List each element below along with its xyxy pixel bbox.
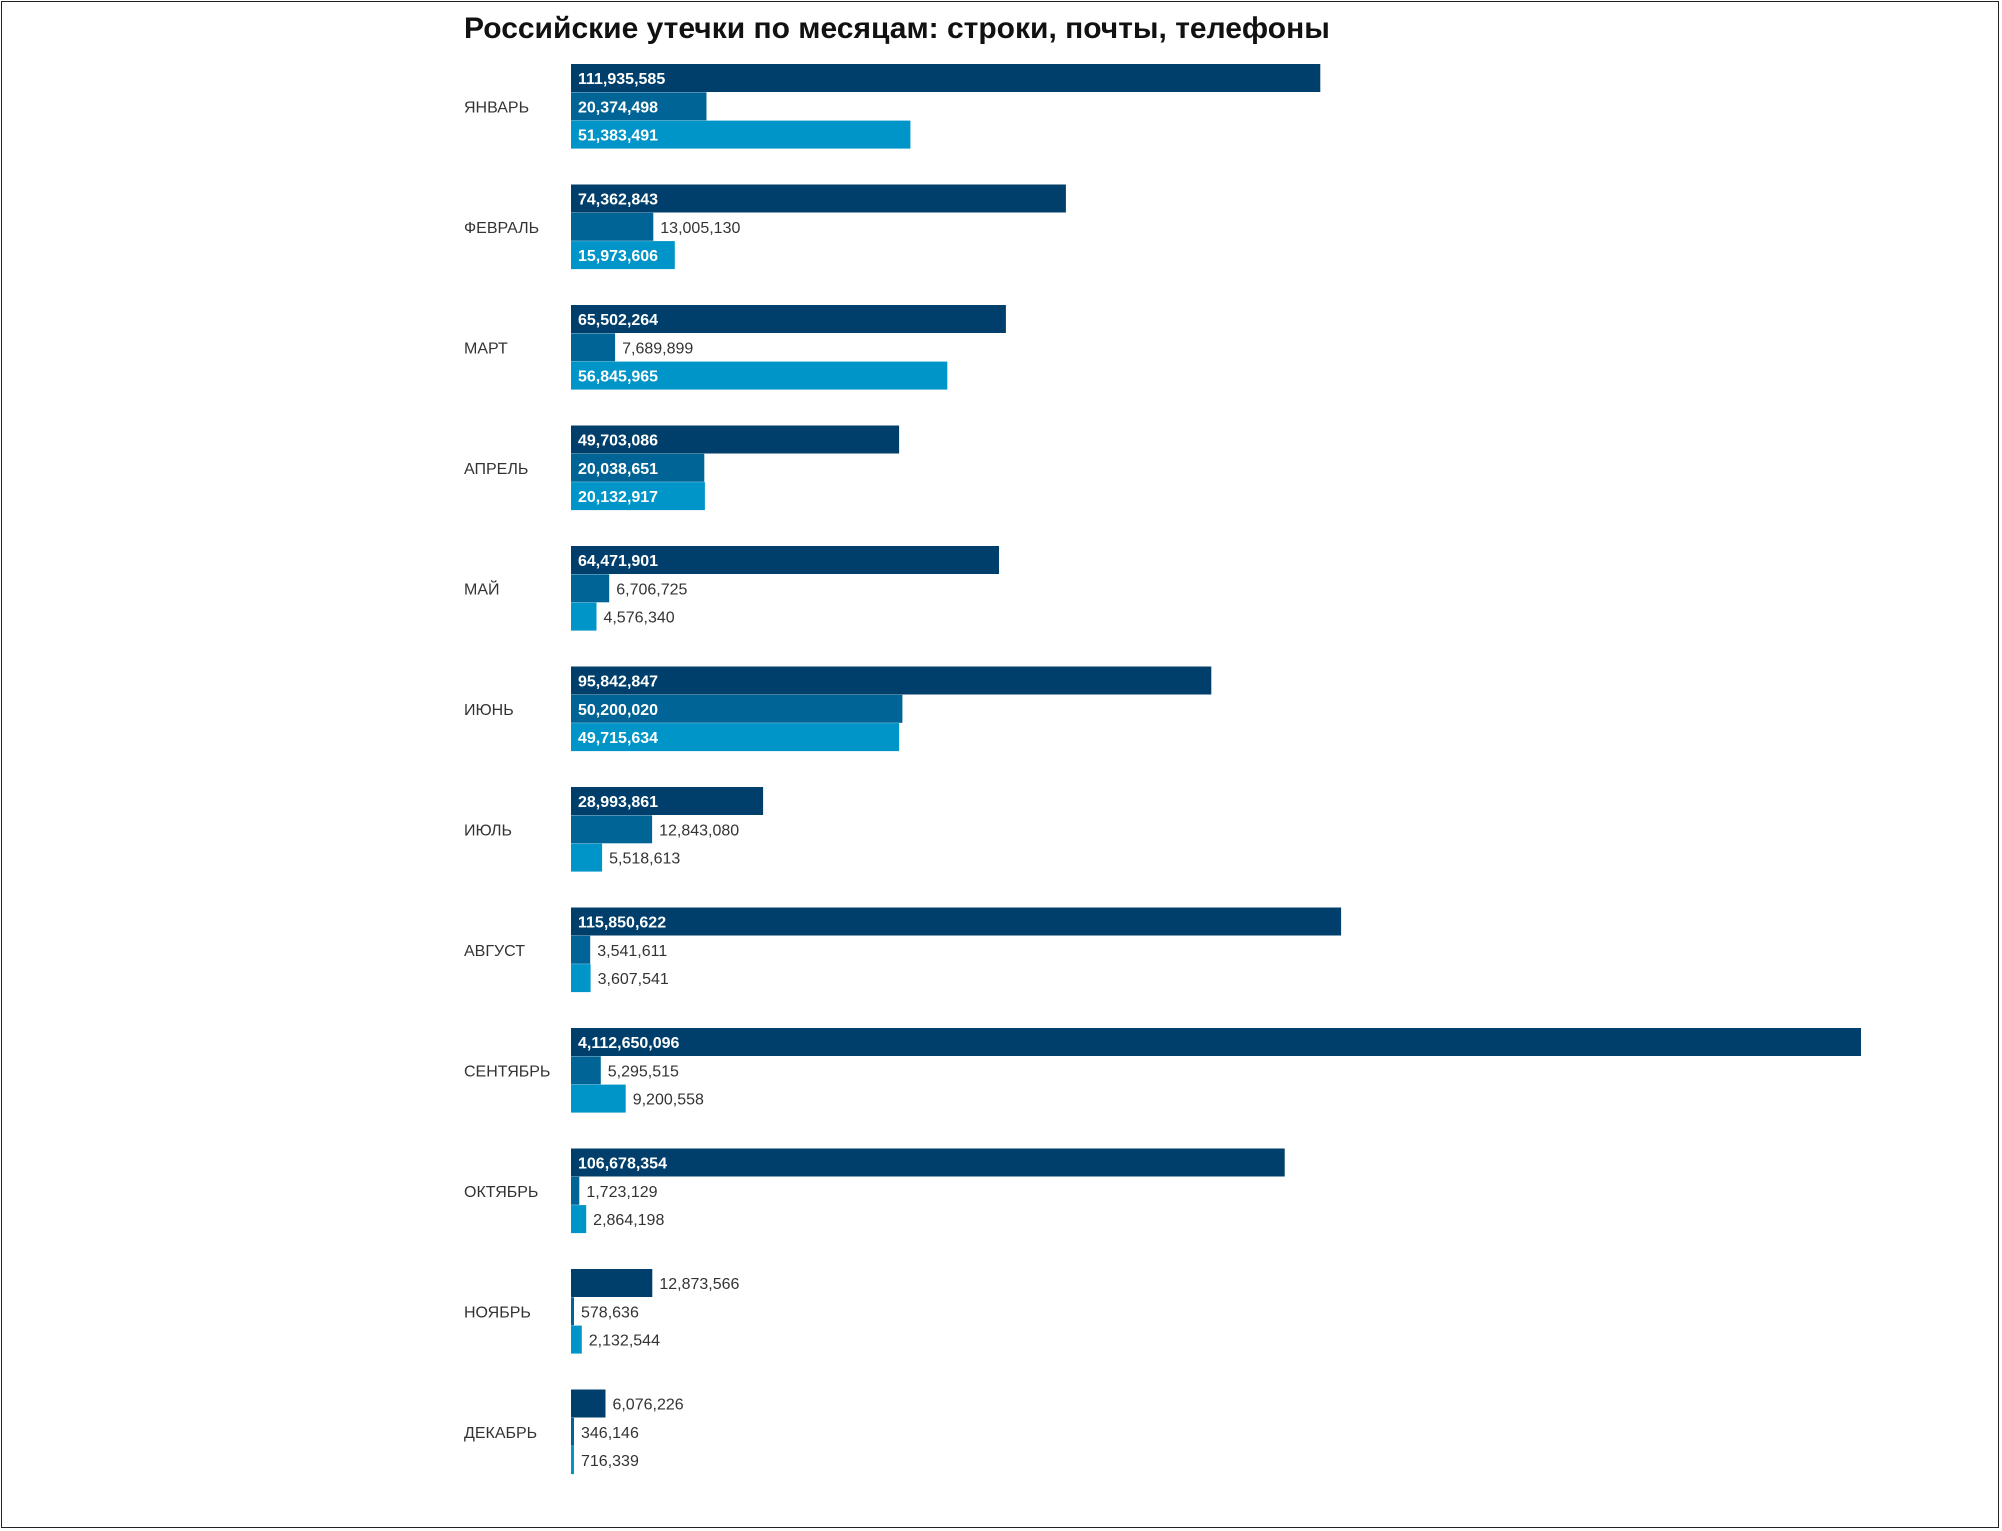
data-label: 3,607,541 [598, 971, 669, 988]
data-label: 20,132,917 [578, 489, 658, 506]
series-rows-bar [571, 1389, 606, 1418]
data-label: 64,471,901 [578, 553, 658, 570]
series-emails-bar [571, 1056, 601, 1085]
month-label: СЕНТЯБРЬ [464, 1063, 550, 1080]
series-phones-bar [571, 1325, 582, 1354]
series-emails-bar [571, 935, 591, 964]
data-label: 7,689,899 [622, 340, 693, 357]
month-group: ОКТЯБРЬ 106,678,354 1,723,129 2,864,198 [464, 1148, 1285, 1234]
data-label: 106,678,354 [578, 1156, 667, 1173]
series-rows-bar [571, 184, 1066, 213]
month-label: ФЕВРАЛЬ [464, 220, 539, 237]
data-label: 3,541,611 [597, 943, 667, 960]
series-phones-bar [571, 120, 911, 149]
data-label: 578,636 [581, 1304, 639, 1321]
series-emails-bar [571, 92, 707, 121]
series-emails-bar [571, 815, 653, 844]
month-label: ИЮЛЬ [464, 822, 512, 839]
data-label: 716,339 [581, 1453, 639, 1470]
month-group: АПРЕЛЬ 49,703,086 20,038,651 20,132,917 [464, 425, 900, 511]
series-phones-bar [571, 843, 603, 872]
series-emails-bar [571, 1176, 580, 1205]
series-phones-bar [571, 1205, 587, 1234]
series-phones-bar [571, 602, 597, 631]
data-label: 49,715,634 [578, 730, 658, 747]
series-emails-bar [571, 1297, 574, 1326]
month-label: ИЮНЬ [464, 702, 514, 719]
data-label: 9,200,558 [633, 1092, 704, 1109]
series-phones-bar [571, 1446, 574, 1475]
series-phones-bar [571, 361, 948, 390]
series-rows-bar [571, 425, 900, 454]
data-label: 50,200,020 [578, 702, 658, 719]
data-label: 2,864,198 [593, 1212, 664, 1229]
month-label: МАЙ [464, 579, 500, 598]
data-label: 65,502,264 [578, 312, 658, 329]
data-label: 95,842,847 [578, 674, 658, 691]
data-label: 12,873,566 [659, 1276, 739, 1293]
month-label: ДЕКАБРЬ [464, 1425, 537, 1442]
data-label: 28,993,861 [578, 794, 658, 811]
data-label: 51,383,491 [578, 128, 658, 145]
data-label: 346,146 [581, 1425, 639, 1442]
series-rows-bar [571, 666, 1212, 695]
month-group: СЕНТЯБРЬ 4,112,650,096 5,295,515 9,200,558 [464, 1028, 1861, 1113]
data-label: 5,295,515 [608, 1063, 679, 1080]
data-label: 4,576,340 [603, 610, 674, 627]
series-emails-bar [571, 212, 654, 241]
data-label: 74,362,843 [578, 192, 658, 209]
data-label: 56,845,965 [578, 369, 658, 386]
series-emails-bar [571, 574, 610, 603]
series-rows-bar [571, 64, 1321, 92]
data-label: 2,132,544 [589, 1333, 660, 1350]
series-rows-bar [571, 1028, 1861, 1056]
series-emails-bar [571, 1417, 574, 1446]
month-group: ДЕКАБРЬ 6,076,226 346,146 716,339 [464, 1389, 684, 1475]
month-label: МАРТ [464, 340, 508, 357]
data-label: 111,935,585 [578, 71, 665, 88]
month-group: МАЙ 64,471,901 6,706,725 4,576,340 [464, 546, 999, 631]
series-rows-bar [571, 546, 999, 574]
series-rows-bar [571, 1148, 1285, 1177]
data-label: 6,706,725 [616, 581, 687, 598]
month-group: МАРТ 65,502,264 7,689,899 56,845,965 [464, 305, 1006, 390]
series-rows-bar [571, 787, 764, 815]
month-group: ИЮНЬ 95,842,847 50,200,020 49,715,634 [464, 666, 1212, 752]
series-rows-bar [571, 1269, 653, 1297]
series-emails-bar [571, 333, 616, 362]
data-label: 49,703,086 [578, 433, 658, 450]
series-emails-bar [571, 694, 903, 723]
data-label: 13,005,130 [660, 220, 740, 237]
month-group: НОЯБРЬ 12,873,566 578,636 2,132,544 [464, 1269, 740, 1354]
data-label: 12,843,080 [659, 822, 739, 839]
series-rows-bar [571, 907, 1342, 936]
data-label: 1,723,129 [586, 1184, 657, 1201]
data-label: 5,518,613 [609, 851, 680, 868]
series-phones-bar [571, 482, 705, 511]
month-label: ОКТЯБРЬ [464, 1184, 538, 1201]
series-rows-bar [571, 305, 1006, 333]
series-phones-bar [571, 1084, 626, 1113]
month-label: АПРЕЛЬ [464, 461, 528, 478]
month-label: НОЯБРЬ [464, 1304, 531, 1321]
month-group: ЯНВАРЬ 111,935,585 20,374,498 51,383,491 [464, 64, 1321, 149]
data-label: 15,973,606 [578, 248, 658, 265]
series-phones-bar [571, 241, 675, 270]
series-phones-bar [571, 723, 900, 752]
chart-title: Российские утечки по месяцам: строки, по… [464, 12, 1330, 45]
data-label: 20,038,651 [578, 461, 658, 478]
series-emails-bar [571, 453, 705, 482]
series-phones-bar [571, 964, 591, 993]
month-label: ЯНВАРЬ [464, 99, 529, 116]
month-group: АВГУСТ 115,850,622 3,541,611 3,607,541 [464, 907, 1342, 993]
data-label: 20,374,498 [578, 99, 658, 116]
data-label: 6,076,226 [612, 1397, 683, 1414]
month-label: АВГУСТ [464, 943, 525, 960]
data-label: 115,850,622 [578, 915, 666, 932]
data-label: 4,112,650,096 [578, 1035, 680, 1052]
